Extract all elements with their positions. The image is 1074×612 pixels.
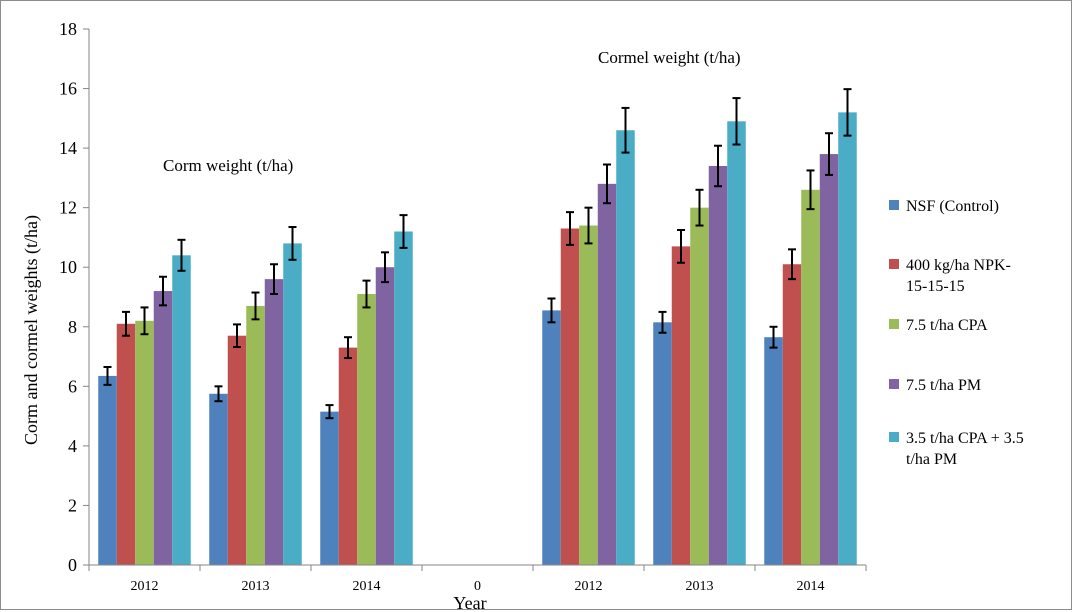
y-tick-label: 10 bbox=[59, 257, 77, 277]
bar bbox=[579, 225, 598, 566]
bar bbox=[153, 291, 173, 565]
bar bbox=[560, 228, 580, 565]
legend-swatch bbox=[889, 379, 899, 389]
x-tick-label: 2012 bbox=[131, 579, 159, 594]
y-tick-label: 4 bbox=[68, 436, 77, 456]
bar bbox=[394, 231, 413, 565]
axes-layer bbox=[83, 28, 867, 571]
bar bbox=[172, 255, 191, 566]
x-tick-labels: 2012 2013 2014 0 2012 2013 2014 bbox=[131, 579, 825, 594]
legend-label: 7.5 t/ha PM bbox=[906, 377, 981, 394]
bar bbox=[542, 310, 561, 565]
y-tick-label: 16 bbox=[59, 79, 77, 99]
x-tick-label: 0 bbox=[474, 579, 481, 594]
bar bbox=[98, 375, 117, 565]
bars-layer bbox=[98, 112, 857, 566]
annotation-cormel-weight: Cormel weight (t/ha) bbox=[598, 48, 741, 67]
x-tick-label: 2014 bbox=[797, 579, 825, 594]
bar bbox=[320, 411, 339, 565]
bar bbox=[597, 183, 617, 565]
legend-swatch bbox=[889, 259, 899, 269]
y-tick-label: 2 bbox=[68, 495, 77, 515]
bar bbox=[116, 323, 136, 565]
bar bbox=[838, 112, 857, 565]
bar bbox=[764, 337, 783, 565]
bar bbox=[264, 279, 284, 565]
bar bbox=[135, 320, 154, 565]
bar bbox=[708, 165, 728, 565]
x-axis-title: Year bbox=[453, 593, 486, 612]
bar bbox=[375, 267, 395, 565]
y-axis-title: Corm and cormel weights (t/ha) bbox=[21, 215, 42, 445]
y-tick-label: 0 bbox=[68, 555, 77, 575]
legend-swatch bbox=[889, 432, 899, 442]
legend-label: 7.5 t/ha CPA bbox=[906, 317, 988, 334]
bar bbox=[801, 189, 820, 566]
x-tick-label: 2013 bbox=[242, 579, 270, 594]
y-tick-label: 12 bbox=[59, 198, 77, 218]
legend: NSF (Control) 400 kg/ha NPK-15-15-15 7.5 t… bbox=[889, 198, 1024, 468]
bar bbox=[727, 121, 746, 566]
bar bbox=[653, 322, 672, 565]
y-tick-label: 18 bbox=[59, 19, 77, 39]
legend-label: NSF (Control) bbox=[906, 198, 999, 215]
error-bars-layer bbox=[103, 88, 852, 420]
bar bbox=[616, 130, 635, 565]
bar bbox=[782, 264, 802, 565]
y-tick-label: 14 bbox=[59, 138, 77, 158]
bar bbox=[246, 305, 265, 565]
x-tick-label: 2014 bbox=[353, 579, 381, 594]
y-tick-label: 8 bbox=[68, 317, 77, 337]
x-tick-label: 2013 bbox=[686, 579, 714, 594]
bar bbox=[357, 294, 376, 565]
legend-swatch bbox=[889, 200, 899, 210]
legend-label: 3.5 t/ha CPA + 3.5 t/ha PM bbox=[906, 430, 1024, 468]
bar bbox=[671, 246, 691, 565]
legend-swatch bbox=[889, 319, 899, 329]
annotation-corm-weight: Corm weight (t/ha) bbox=[163, 156, 293, 175]
legend-label: 400 kg/ha NPK-15-15-15 bbox=[906, 257, 1011, 295]
bar bbox=[690, 207, 709, 565]
bar bbox=[209, 393, 228, 565]
bar bbox=[819, 154, 839, 566]
y-tick-label: 6 bbox=[68, 376, 77, 396]
x-tick-label: 2012 bbox=[575, 579, 603, 594]
y-tick-labels: 0 2 4 6 8 10 12 14 16 18 bbox=[59, 19, 77, 575]
bar bbox=[227, 335, 247, 565]
bar bbox=[338, 347, 358, 565]
bar bbox=[283, 243, 302, 565]
